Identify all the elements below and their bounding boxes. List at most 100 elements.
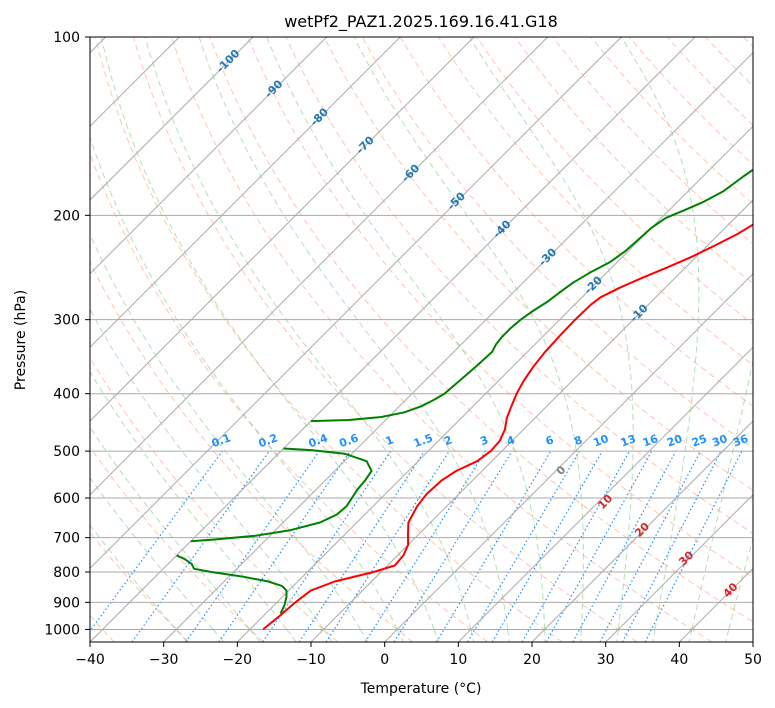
mixing-ratio-line xyxy=(185,450,320,642)
moist-adiabat xyxy=(620,37,700,630)
x-tick-label: 40 xyxy=(670,652,688,668)
moist-adiabat xyxy=(90,135,398,630)
background-lines xyxy=(90,37,753,642)
moist-adiabat xyxy=(90,232,361,630)
plot-frame xyxy=(89,36,754,643)
moist-adiabat xyxy=(90,476,214,630)
y-tick-label: 400 xyxy=(53,387,80,403)
dewpoint-line xyxy=(176,168,753,614)
moist-adiabat xyxy=(212,629,225,642)
mixing-ratio-label: 20 xyxy=(665,432,684,450)
y-tick-label: 900 xyxy=(53,595,80,611)
moist-adiabat xyxy=(353,37,584,630)
moist-adiabat xyxy=(433,629,439,642)
isotherm xyxy=(384,272,753,642)
mixing-ratio-label: 25 xyxy=(690,432,709,449)
moist-adiabat xyxy=(688,629,693,642)
y-tick-label: 1000 xyxy=(44,622,80,638)
x-tick-label: 50 xyxy=(744,652,762,668)
mixing-ratio-label: 2 xyxy=(442,433,454,448)
mixing-ratio-line xyxy=(435,450,552,642)
moist-adiabat xyxy=(470,629,475,642)
y-tick-label: 700 xyxy=(53,531,80,547)
mixing-ratio-label: 10 xyxy=(592,432,611,450)
y-tick-label: 300 xyxy=(53,313,80,329)
mixing-ratio-label: 0.1 xyxy=(210,431,233,450)
profile-lines xyxy=(176,168,753,631)
mixing-ratio-label: 0.2 xyxy=(257,431,280,450)
isotherm xyxy=(90,37,475,422)
moist-adiabat xyxy=(507,629,510,642)
x-tick-label: 0 xyxy=(380,652,389,668)
mixing-ratio-label: 36 xyxy=(731,432,750,450)
moist-adiabat xyxy=(323,629,333,642)
moist-adiabat xyxy=(396,629,404,642)
moist-adiabat xyxy=(691,358,753,630)
y-tick-label: 600 xyxy=(53,491,80,507)
mixing-ratio-label: 1.5 xyxy=(412,431,435,450)
dry-adiabat xyxy=(209,37,753,623)
moist-adiabat xyxy=(359,629,369,642)
moist-adiabat xyxy=(90,370,288,630)
dry-adiabat xyxy=(323,37,753,491)
x-tick-label: 30 xyxy=(597,652,615,668)
mixing-ratio-line xyxy=(466,450,580,642)
isotherm xyxy=(310,199,753,642)
moist-adiabat xyxy=(90,308,324,630)
moist-adiabat xyxy=(144,37,472,630)
mixing-ratio-line xyxy=(364,450,486,642)
y-tick-label: 200 xyxy=(53,208,80,224)
temperature-line xyxy=(262,223,753,631)
moist-adiabat xyxy=(175,629,188,642)
y-tick-label: 800 xyxy=(53,565,80,581)
mixing-ratio-label: 8 xyxy=(572,433,584,448)
mixing-ratio-label: 1 xyxy=(384,433,396,448)
dry-adiabat xyxy=(90,446,264,642)
mixing-ratio-label: 3 xyxy=(478,433,490,448)
mixing-ratio-line xyxy=(572,450,677,642)
dry-adiabat xyxy=(285,37,753,535)
dry-adiabat xyxy=(476,37,753,325)
x-tick-label: −10 xyxy=(296,652,326,668)
mixing-ratio-label: 0.4 xyxy=(307,431,330,450)
mixing-ratio-line xyxy=(218,450,351,642)
isotherm xyxy=(90,37,328,275)
x-tick-label: 10 xyxy=(449,652,467,668)
mixing-ratio-line xyxy=(491,450,603,642)
isotherm xyxy=(90,37,254,201)
dry-adiabat xyxy=(90,260,414,642)
x-tick-label: −40 xyxy=(75,652,105,668)
isotherm xyxy=(457,346,753,642)
axis-ticks: −40 −30 −20 −10 0 10 20 30 40 50 100 200 300 400 500 60… xyxy=(44,30,762,668)
moist-adiabat xyxy=(249,629,261,642)
y-tick-label: 100 xyxy=(53,30,80,46)
moist-adiabat xyxy=(728,536,753,630)
isotherm xyxy=(90,37,401,349)
mixing-ratio-label: 13 xyxy=(619,432,638,449)
dry-adiabat xyxy=(94,37,563,642)
dry-adiabat xyxy=(514,37,753,285)
dry-adiabat xyxy=(90,356,339,642)
moist-adiabat xyxy=(652,629,656,642)
pressure-grid xyxy=(90,37,753,642)
mixing-ratio-line xyxy=(521,450,631,642)
moist-adiabat xyxy=(100,37,435,630)
mixing-ratio-label: 4 xyxy=(505,433,517,448)
mixing-ratio-label: 30 xyxy=(710,432,729,450)
mixing-ratio-label: 0.6 xyxy=(338,431,361,450)
x-tick-label: −20 xyxy=(223,652,253,668)
moist-adiabat xyxy=(286,629,297,642)
chart-title: wetPf2_PAZ1.2025.169.16.41.G18 xyxy=(284,12,558,32)
mixing-ratio-line xyxy=(393,450,513,642)
y-tick-label: 500 xyxy=(53,444,80,460)
moist-adiabat xyxy=(198,37,509,630)
moist-adiabat xyxy=(469,37,634,630)
x-tick-label: 20 xyxy=(523,652,541,668)
mixing-ratio-label: 16 xyxy=(641,432,660,450)
moist-adiabat xyxy=(580,629,582,642)
mixing-ratio-line xyxy=(325,450,450,642)
moist-adiabat xyxy=(90,524,177,630)
x-tick-label: −30 xyxy=(149,652,179,668)
